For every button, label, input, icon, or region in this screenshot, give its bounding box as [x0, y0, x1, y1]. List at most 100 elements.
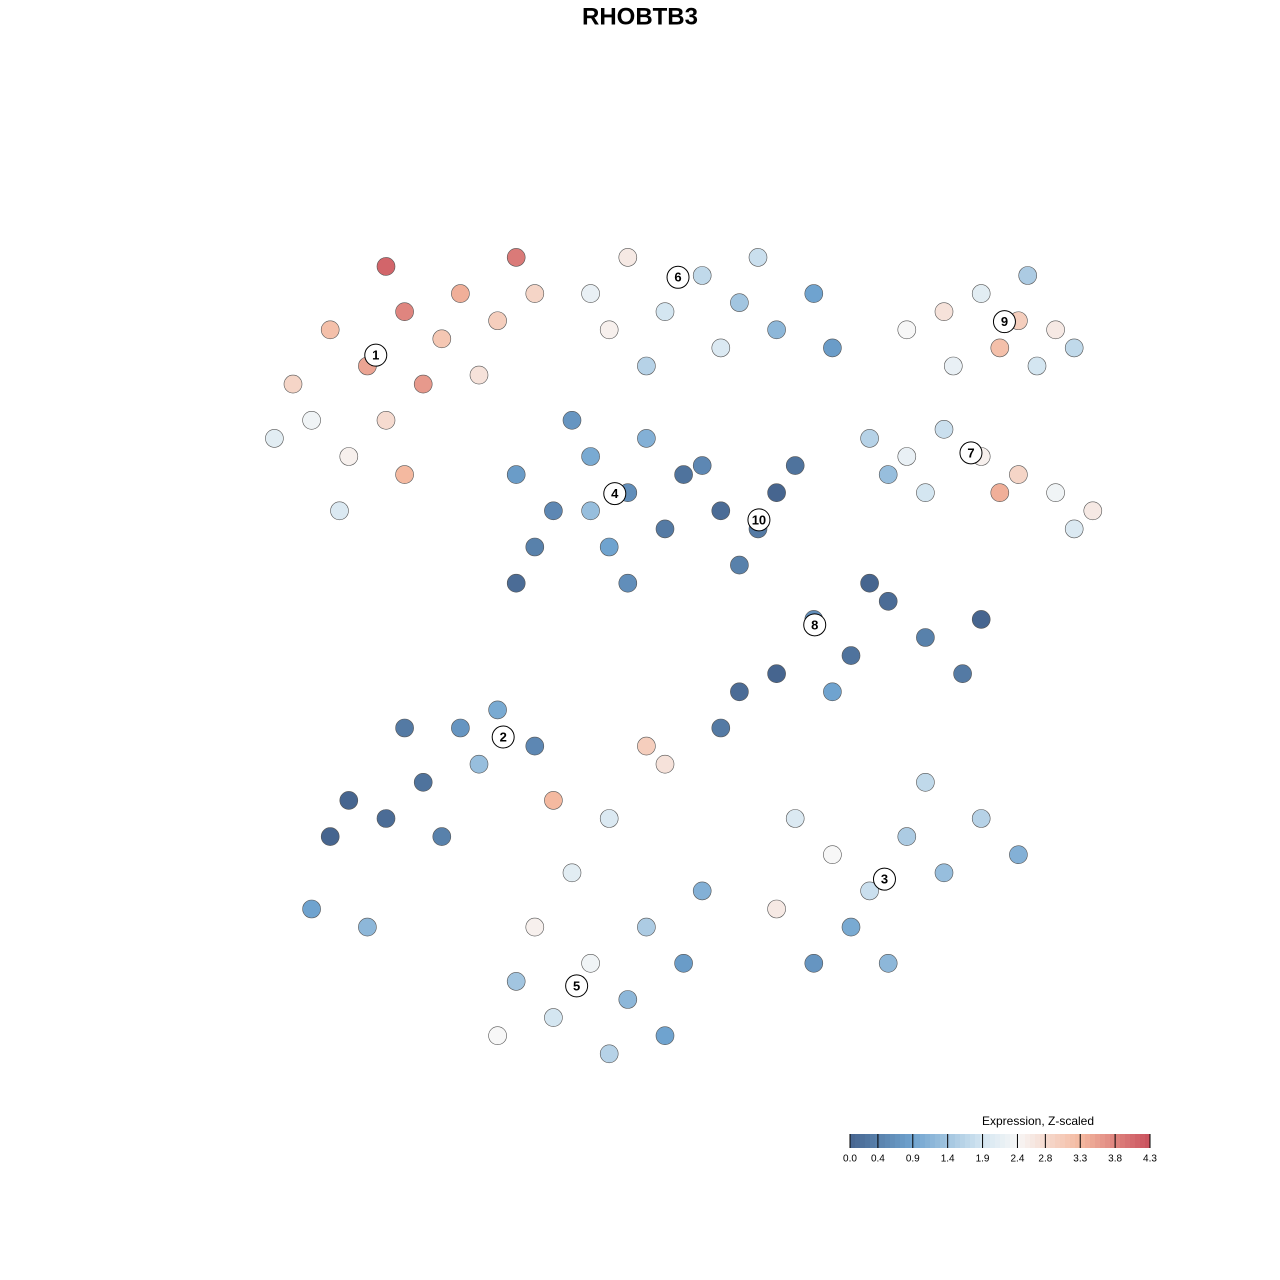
cell-point: [618, 248, 638, 267]
cell-point: [1046, 320, 1065, 340]
cell-point: [943, 356, 963, 376]
colorbar-segment: [1125, 1134, 1131, 1148]
cell-point: [990, 483, 1010, 503]
cell-point: [711, 338, 731, 358]
cell-point: [934, 420, 954, 439]
colorbar-tick-label: 1.4: [941, 1154, 955, 1165]
colorbar-tick-label: 0.0: [843, 1154, 857, 1165]
cluster-label: 3: [881, 872, 888, 887]
colorbar-segment: [970, 1134, 976, 1148]
cell-point: [1083, 501, 1103, 521]
colorbar-segment: [855, 1134, 861, 1148]
colorbar-tick-label: 0.9: [906, 1154, 920, 1165]
colorbar-segment: [935, 1134, 941, 1148]
cluster-badge: [872, 867, 896, 891]
cell-point: [581, 501, 600, 521]
colorbar-segment: [850, 1134, 856, 1148]
colorbar-segment: [1115, 1134, 1121, 1148]
colorbar-segment: [895, 1134, 901, 1148]
cell-point: [637, 429, 656, 448]
colorbar-segment: [1065, 1134, 1071, 1148]
colorbar-segment: [1070, 1134, 1076, 1148]
colorbar-segment: [1045, 1134, 1051, 1148]
colorbar-tick-label: 3.3: [1073, 1154, 1087, 1165]
cell-point: [544, 1008, 563, 1027]
cell-point: [860, 573, 879, 593]
cell-point: [878, 953, 898, 973]
colorbar-segment: [950, 1134, 956, 1148]
cell-point: [730, 293, 749, 312]
colorbar-title: Expression, Z-scaled: [982, 1114, 1094, 1128]
colorbar-segment: [885, 1134, 891, 1148]
colorbar-segment: [985, 1134, 991, 1148]
cell-point: [358, 917, 377, 937]
cell-point: [506, 573, 526, 593]
cell-point: [599, 809, 619, 828]
colorbar-segment: [1050, 1134, 1056, 1148]
cell-point: [432, 827, 452, 846]
cluster-badge: [666, 265, 690, 289]
cell-point: [395, 465, 414, 484]
cluster-label: 10: [752, 512, 766, 527]
colorbar-segment: [1080, 1134, 1086, 1148]
cluster-badge: [603, 482, 627, 506]
cell-point: [767, 483, 786, 503]
cell-point: [339, 791, 359, 810]
cluster-label: 7: [967, 445, 974, 460]
cell-point: [581, 284, 600, 303]
colorbar-segment: [940, 1134, 946, 1148]
cell-point: [823, 682, 842, 702]
cell-point: [562, 863, 582, 883]
colorbar-segment: [1000, 1134, 1006, 1148]
cluster-label: 9: [1001, 314, 1008, 329]
cell-point: [878, 465, 898, 484]
cell-point: [767, 320, 786, 340]
cluster-label: 2: [500, 729, 507, 744]
cell-point: [376, 410, 396, 430]
cell-point: [934, 302, 954, 322]
cell-point: [711, 718, 731, 738]
cell-point: [506, 465, 526, 484]
cell-point: [1018, 266, 1037, 285]
colorbar-segment: [1130, 1134, 1136, 1148]
cell-point: [581, 447, 600, 466]
cell-point: [767, 664, 786, 684]
cluster-badge: [747, 508, 771, 532]
cluster-badge: [364, 343, 388, 367]
cell-point: [674, 953, 693, 973]
colorbar-segment: [1110, 1134, 1116, 1148]
colorbar-segment: [1020, 1134, 1026, 1148]
cell-point: [432, 329, 452, 349]
colorbar-segment: [905, 1134, 911, 1148]
cluster-label: 4: [611, 486, 619, 501]
cell-point: [655, 1026, 675, 1045]
colorbar-segment: [930, 1134, 936, 1148]
colorbar-segment: [1090, 1134, 1096, 1148]
colorbar-segment: [1025, 1134, 1031, 1148]
colorbar-segment: [960, 1134, 966, 1148]
colorbar-segment: [1135, 1134, 1141, 1148]
cell-point: [841, 646, 861, 665]
cluster-label: 8: [811, 617, 818, 632]
colorbar-segment: [865, 1134, 871, 1148]
cell-point: [488, 311, 507, 331]
cell-point: [785, 456, 805, 475]
cell-point: [730, 682, 749, 702]
colorbar-segment: [1060, 1134, 1066, 1148]
colorbar-segment: [880, 1134, 886, 1148]
cell-point: [785, 809, 805, 828]
cell-point: [897, 320, 917, 340]
cell-point: [283, 374, 303, 394]
cell-point: [302, 410, 321, 430]
cell-point: [841, 917, 861, 937]
cell-point: [1046, 483, 1065, 503]
cell-point: [897, 447, 917, 466]
cell-point: [804, 284, 824, 303]
cell-point: [934, 863, 954, 883]
cell-point: [971, 610, 991, 629]
cell-point: [971, 284, 991, 303]
colorbar-tick-label: 2.4: [1010, 1154, 1024, 1165]
cell-point: [506, 972, 526, 991]
colorbar-segment: [1005, 1134, 1011, 1148]
colorbar-tick-label: 2.8: [1038, 1154, 1052, 1165]
